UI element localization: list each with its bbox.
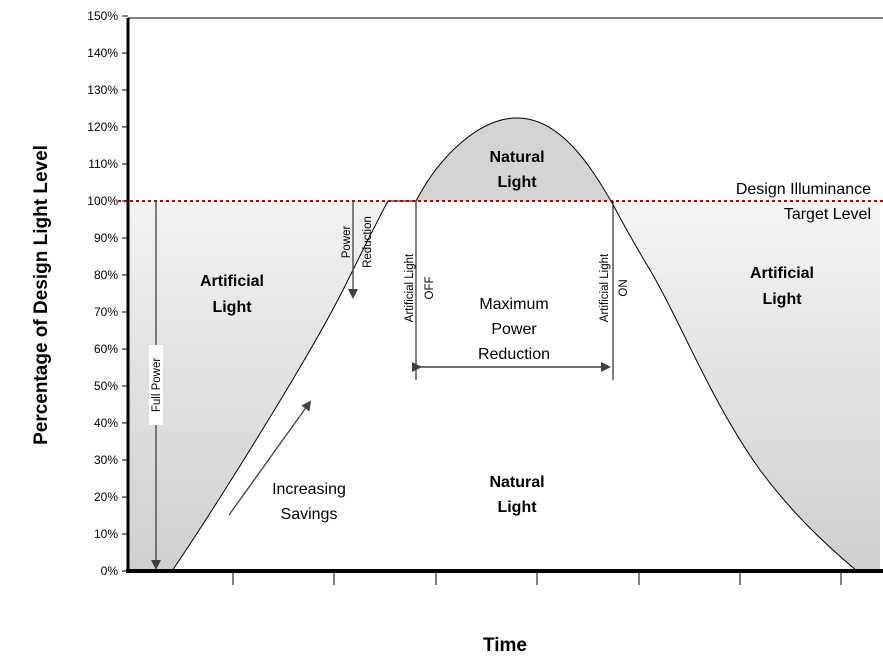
full-power-label-bg	[149, 345, 163, 425]
y-tick-label: 90%	[94, 231, 118, 245]
y-tick-label: 30%	[94, 453, 118, 467]
y-axis-title: Percentage of Design Light Level	[31, 145, 52, 445]
artificial-light-left-region	[128, 201, 388, 571]
full-power-label: Full Power	[151, 358, 163, 412]
y-tick-label: 120%	[87, 120, 118, 134]
target-level-label: Target Level	[784, 206, 871, 223]
y-tick-label: 50%	[94, 379, 118, 393]
natural-light-bottom-label: Natural	[489, 474, 544, 491]
natural-light-top-region	[416, 118, 611, 201]
y-tick-label: 140%	[87, 46, 118, 60]
max-power-reduction-label-1: Maximum	[479, 296, 548, 313]
y-tick-label: 150%	[87, 9, 118, 23]
power-reduction-label-2: Reduction	[362, 216, 374, 268]
y-tick-label: 110%	[88, 157, 118, 171]
daylight-curve	[171, 117, 858, 572]
artificial-light-left-label: Artificial	[200, 273, 264, 290]
max-power-reduction-label-3: Reduction	[478, 346, 550, 363]
artificial-light-on-label-2: ON	[618, 279, 630, 296]
y-tick-label: 70%	[94, 305, 118, 319]
increasing-savings-label-1: Increasing	[272, 481, 346, 498]
y-axis-ticks: 0% 10% 20% 30% 40% 50% 60% 70% 80% 90% 100% 110% 120…	[87, 9, 128, 578]
increasing-savings-arrow	[228, 400, 312, 516]
y-tick-label: 100%	[87, 194, 118, 208]
y-tick-label: 40%	[94, 416, 118, 430]
artificial-light-right-label: Artificial	[750, 265, 814, 282]
power-reduction-label-1: Power	[341, 226, 353, 259]
artificial-light-on-label-1: Artificial Light	[599, 253, 611, 322]
artificial-light-off-label-1: Artificial Light	[404, 253, 416, 322]
artificial-light-left-label-2: Light	[212, 299, 252, 316]
increasing-savings-label-2: Savings	[281, 506, 338, 523]
natural-light-bottom-label-2: Light	[497, 499, 537, 516]
design-illuminance-label: Design Illuminance	[736, 181, 871, 198]
artificial-light-right-region	[611, 201, 880, 571]
artificial-light-off-label-2: OFF	[424, 277, 436, 300]
natural-light-top-label: Natural	[489, 149, 544, 166]
max-power-reduction-label-2: Power	[491, 321, 537, 338]
x-axis-tick-marks	[232, 573, 842, 585]
natural-light-top-label-2: Light	[497, 174, 537, 191]
artificial-light-right-label-2: Light	[762, 291, 802, 308]
y-tick-label: 80%	[94, 268, 118, 282]
y-tick-label: 10%	[94, 527, 118, 541]
y-tick-label: 0%	[101, 564, 119, 578]
y-tick-label: 60%	[94, 342, 118, 356]
y-tick-label: 20%	[94, 490, 118, 504]
y-tick-label: 130%	[87, 83, 118, 97]
x-axis-title: Time	[483, 635, 527, 656]
